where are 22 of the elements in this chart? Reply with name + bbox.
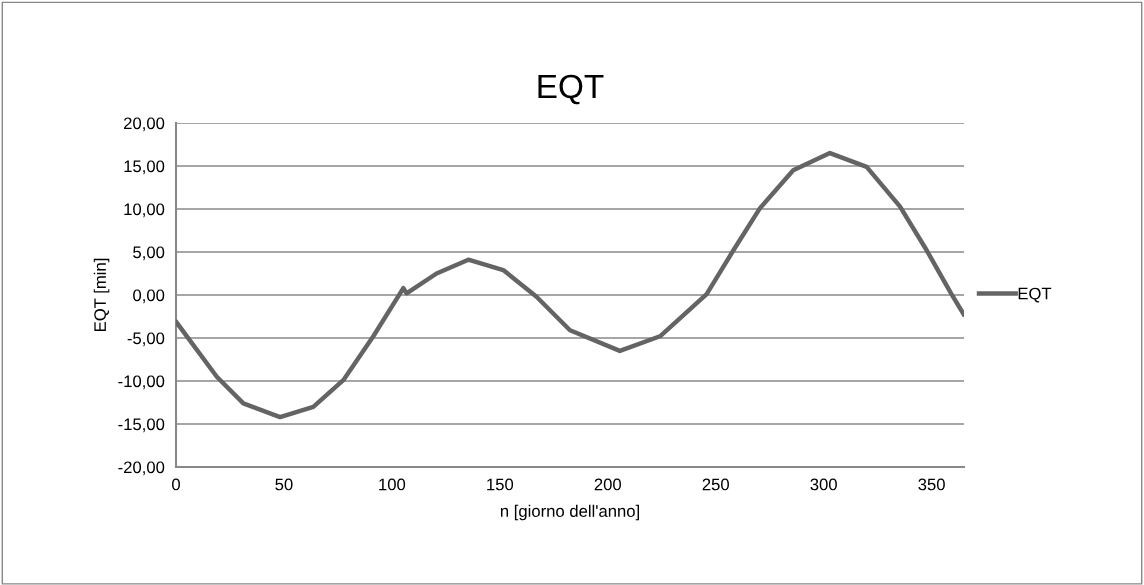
x-tick-label: 50 (275, 478, 293, 491)
x-axis-title: n [giorno dell'anno] (500, 504, 639, 521)
y-tick-label: 0,00 (133, 289, 165, 304)
y-tick-label: -5,00 (127, 332, 165, 347)
x-tick-label: 100 (379, 478, 406, 491)
y-tick-label: 5,00 (133, 246, 165, 261)
y-tick-label: -20,00 (118, 461, 165, 476)
y-tick-label: 15,00 (124, 160, 165, 175)
x-tick-label: 0 (172, 478, 180, 491)
y-axis-title: EQT [min] (93, 258, 110, 331)
y-tick-label: 10,00 (124, 203, 165, 218)
x-tick-label: 250 (702, 478, 729, 491)
legend-label: EQT (1018, 287, 1052, 303)
line-series (176, 150, 964, 420)
x-tick-label: 350 (918, 478, 945, 491)
x-tick-label: 150 (487, 478, 514, 491)
y-tick-label: -10,00 (118, 375, 165, 390)
x-tick-label: 300 (810, 478, 837, 491)
x-tick-label: 200 (594, 478, 622, 491)
y-tick-label: -15,00 (118, 418, 165, 433)
chart-title: EQT (538, 74, 604, 105)
y-tick-label: 20,00 (124, 117, 165, 132)
